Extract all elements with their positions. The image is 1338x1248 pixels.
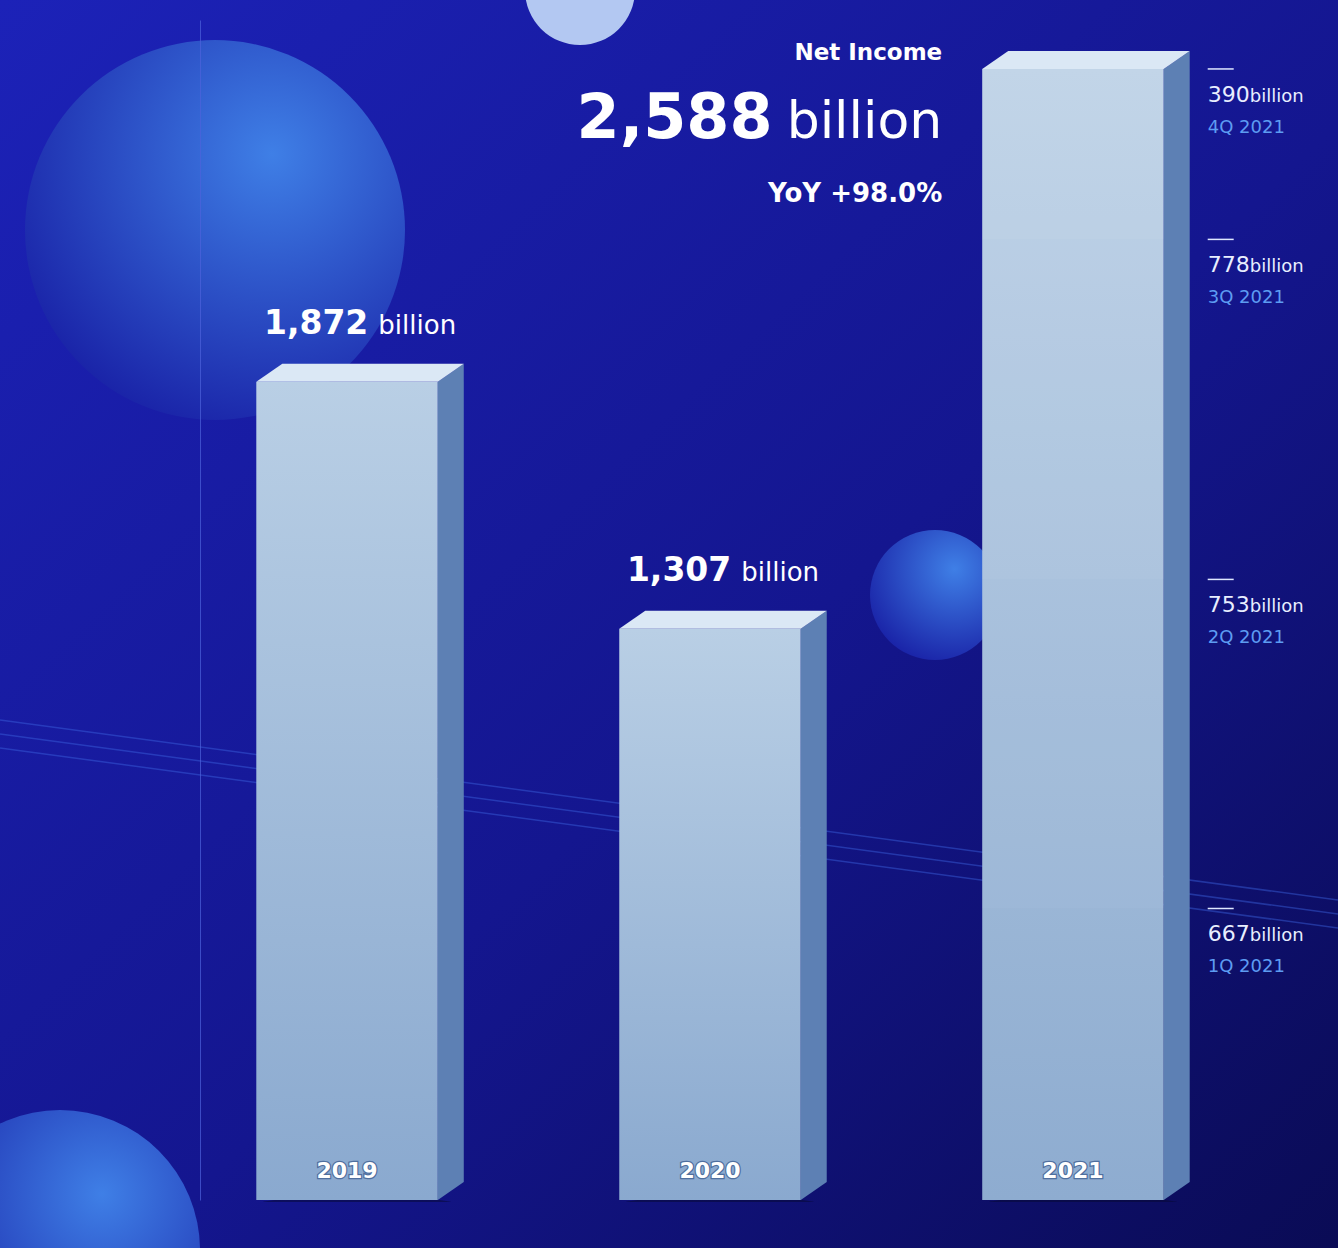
annotation: YoY +98.0%: [767, 178, 942, 208]
data-label-number: 1,872: [264, 303, 368, 342]
bar-side: [1164, 51, 1190, 1200]
bar-top: [982, 51, 1189, 69]
data-label-number: 2,588: [577, 80, 773, 153]
decor-circle: [870, 530, 1000, 660]
data-label-unit: billion: [741, 557, 819, 587]
quarter-unit: billion: [1250, 85, 1304, 106]
quarter-segment: [982, 69, 1163, 239]
bar-top: [619, 611, 826, 629]
quarter-label: 2Q 2021: [1208, 626, 1285, 647]
quarter-tick: [1208, 239, 1234, 241]
quarter-segment: [982, 908, 1163, 1200]
y-axis: [200, 21, 201, 1201]
axis-line: [200, 21, 201, 1201]
quarter-number: 753: [1208, 592, 1250, 617]
bar: [256, 382, 437, 1200]
quarter-segment: [982, 579, 1163, 908]
quarter-value: 778billion: [1208, 252, 1304, 277]
quarter-label: 1Q 2021: [1208, 955, 1285, 976]
bars: [248, 51, 1192, 1202]
data-label: 2,588billion: [577, 80, 943, 153]
quarter-unit: billion: [1250, 924, 1304, 945]
data-label-unit: billion: [787, 90, 943, 150]
category-label: 2020: [679, 1158, 740, 1183]
title: Net Income: [794, 39, 942, 65]
bar-side: [438, 364, 464, 1200]
quarter-unit: billion: [1250, 595, 1304, 616]
data-label: 1,307 billion: [627, 550, 819, 589]
category-label: 2021: [1042, 1158, 1103, 1183]
data-label-unit: billion: [378, 310, 456, 340]
quarter-number: 778: [1208, 252, 1250, 277]
data-label: 1,872 billion: [264, 303, 456, 342]
quarter-value: 390billion: [1208, 82, 1304, 107]
quarter-number: 667: [1208, 921, 1250, 946]
bar-side: [801, 611, 827, 1200]
quarter-value: 753billion: [1208, 592, 1304, 617]
decor-circle: [525, 0, 635, 45]
background: [0, 0, 1338, 1248]
quarter-tick: [1208, 579, 1234, 581]
data-label-number: 1,307: [627, 550, 731, 589]
decor-circle: [0, 1110, 200, 1248]
quarter-segment: [982, 239, 1163, 579]
bar-top: [256, 364, 463, 382]
quarter-tick: [1208, 908, 1234, 910]
quarter-tick: [1208, 68, 1234, 70]
labels: 667billion1Q 2021753billion2Q 2021778bil…: [264, 39, 1304, 1183]
bar: [982, 69, 1163, 1200]
quarter-value: 667billion: [1208, 921, 1304, 946]
chart: 667billion1Q 2021753billion2Q 2021778bil…: [0, 0, 1338, 1248]
bar: [619, 629, 800, 1200]
quarter-label: 3Q 2021: [1208, 286, 1285, 307]
quarter-unit: billion: [1250, 255, 1304, 276]
quarter-number: 390: [1208, 82, 1250, 107]
category-label: 2019: [316, 1158, 377, 1183]
quarter-label: 4Q 2021: [1208, 116, 1285, 137]
decor-circle: [25, 40, 405, 420]
